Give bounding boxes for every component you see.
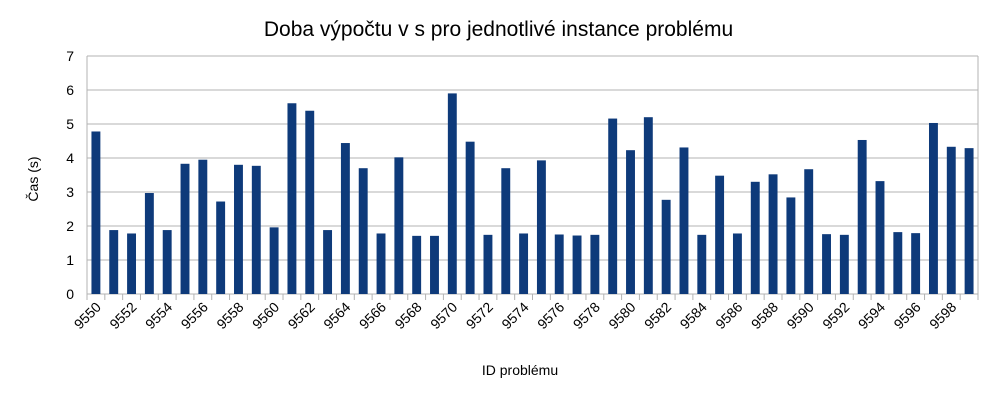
x-tick-label: 9598 <box>926 299 959 332</box>
x-tick-label: 9568 <box>391 299 424 332</box>
y-tick-label: 0 <box>66 286 74 302</box>
bar <box>768 174 778 294</box>
bar <box>643 117 653 294</box>
bar <box>519 233 529 294</box>
bar <box>465 141 475 294</box>
y-tick-label: 1 <box>66 252 74 268</box>
x-tick-label: 9556 <box>178 299 211 332</box>
x-tick-label: 9576 <box>534 299 567 332</box>
x-tick-label: 9550 <box>71 299 104 332</box>
bar <box>447 93 457 295</box>
bar <box>144 193 154 294</box>
bar <box>697 234 707 294</box>
bar <box>822 234 831 294</box>
bar <box>269 227 279 294</box>
bar <box>928 122 938 294</box>
x-tick-label: 9566 <box>356 299 389 332</box>
bar <box>412 235 422 294</box>
y-tick-label: 7 <box>66 48 74 64</box>
bar <box>127 233 137 294</box>
y-tick-label: 5 <box>66 116 74 132</box>
x-tick-label: 9592 <box>819 299 852 332</box>
bar <box>109 230 119 294</box>
x-tick-label: 9562 <box>285 299 318 332</box>
bar <box>750 181 760 294</box>
bar <box>430 235 439 294</box>
bar <box>483 234 493 294</box>
bar <box>590 234 600 294</box>
bar <box>358 168 368 294</box>
chart-title: Doba výpočtu v s pro jednotlivé instance… <box>263 18 734 41</box>
x-tick-label: 9572 <box>463 299 496 332</box>
bar <box>162 230 172 294</box>
x-tick-label: 9558 <box>213 299 246 332</box>
bar <box>626 150 635 294</box>
bar <box>251 165 261 294</box>
y-tick-label: 3 <box>66 184 74 200</box>
x-tick-label: 9584 <box>677 299 710 332</box>
bar <box>786 197 796 294</box>
bar <box>572 235 582 294</box>
x-tick-label: 9552 <box>106 299 139 332</box>
bar <box>91 131 101 294</box>
bar <box>180 163 190 294</box>
x-tick-label: 9564 <box>320 299 353 332</box>
bar <box>911 233 921 294</box>
bar <box>608 118 618 294</box>
bar <box>376 233 386 294</box>
bar <box>715 175 725 294</box>
x-tick-label: 9570 <box>427 299 460 332</box>
bar <box>804 169 814 294</box>
y-tick-label: 2 <box>66 218 74 234</box>
bar <box>394 157 404 294</box>
x-tick-label: 9574 <box>498 299 531 332</box>
x-tick-label: 9578 <box>570 299 603 332</box>
bar <box>340 143 350 294</box>
bar <box>732 233 742 294</box>
bar <box>946 146 956 294</box>
y-tick-label: 4 <box>66 150 74 166</box>
x-tick-label: 9590 <box>783 299 816 332</box>
bar <box>554 234 564 294</box>
bar <box>857 139 867 294</box>
x-tick-label: 9560 <box>249 299 282 332</box>
bar <box>305 110 315 295</box>
x-tick-label: 9594 <box>855 299 888 332</box>
bar <box>234 164 243 294</box>
bar <box>501 168 511 294</box>
bar <box>964 148 974 294</box>
y-tick-label: 6 <box>66 82 74 98</box>
x-tick-label: 9582 <box>641 299 674 332</box>
bar <box>893 232 903 294</box>
x-tick-label: 9596 <box>890 299 923 332</box>
bar <box>536 160 546 294</box>
x-tick-label: 9588 <box>748 299 781 332</box>
bar <box>323 230 333 294</box>
bar <box>287 103 297 294</box>
bar <box>216 201 226 294</box>
x-tick-label: 9554 <box>142 299 175 332</box>
bar <box>679 147 689 294</box>
bar <box>661 199 671 294</box>
x-tick-label: 9580 <box>605 299 638 332</box>
bar <box>198 159 208 294</box>
bar <box>875 181 885 294</box>
x-axis-label: ID problému <box>481 362 559 378</box>
bar <box>839 234 849 294</box>
x-tick-label: 9586 <box>712 299 745 332</box>
